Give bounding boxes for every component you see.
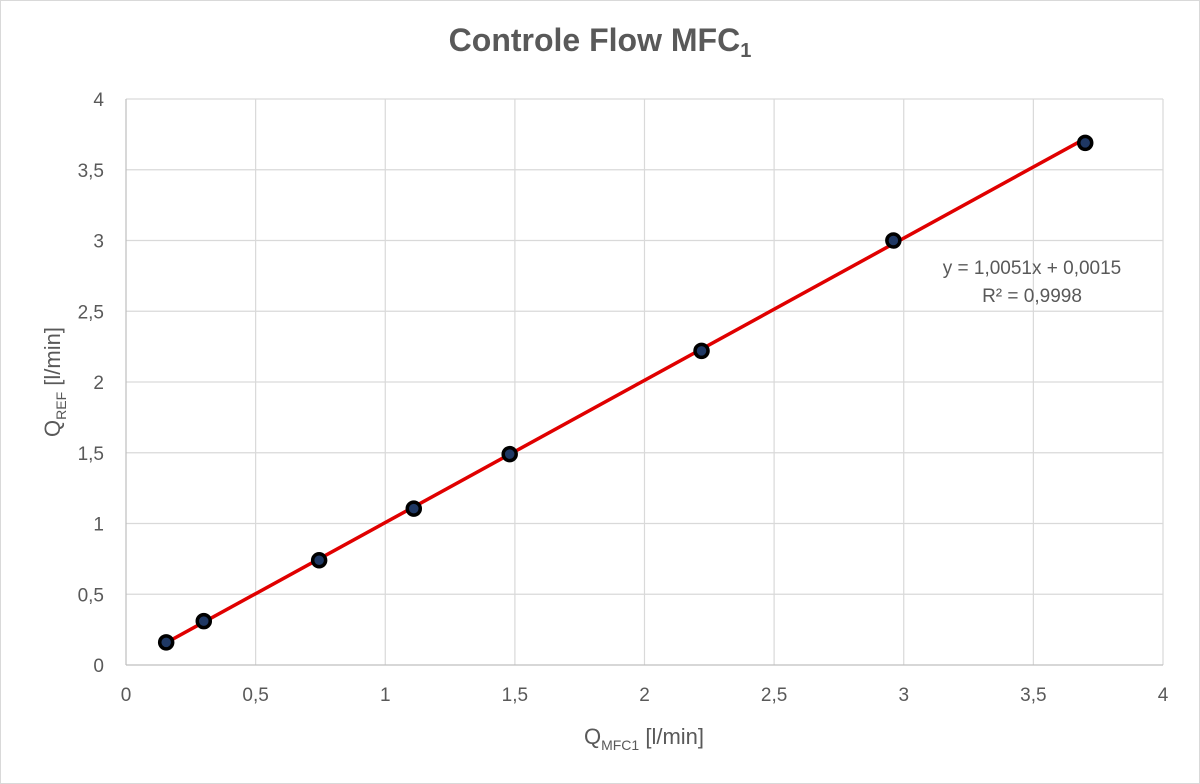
x-tick-label: 1 bbox=[380, 685, 391, 706]
y-tick-label: 1,5 bbox=[78, 444, 104, 465]
y-tick-label: 0 bbox=[93, 656, 104, 677]
x-tick-label: 0,5 bbox=[242, 685, 268, 706]
x-tick-label: 3,5 bbox=[1020, 685, 1046, 706]
x-axis-title: QMFC1 [l/min] bbox=[584, 724, 704, 753]
chart-title-subscript: 1 bbox=[740, 40, 752, 62]
data-points bbox=[157, 134, 1094, 651]
x-tick-labels: 0 0,5 1 1,5 2 2,5 3 3,5 4 bbox=[121, 685, 1169, 706]
x-axis-title-subscript: MFC1 bbox=[601, 737, 639, 753]
y-tick-label: 2 bbox=[93, 373, 104, 394]
y-axis-title-unit: [l/min] bbox=[40, 327, 65, 392]
y-tick-labels: 0 0,5 1 1,5 2 2,5 3 3,5 4 bbox=[78, 90, 105, 677]
chart-title-text: Controle Flow MFC bbox=[448, 22, 741, 58]
y-tick-label: 0,5 bbox=[78, 585, 104, 606]
y-tick-label: 3,5 bbox=[78, 161, 104, 182]
y-tick-label: 4 bbox=[93, 90, 104, 111]
chart-title: Controle Flow MFC1 bbox=[0, 22, 1200, 63]
x-axis-title-unit: [l/min] bbox=[639, 724, 704, 749]
x-tick-label: 1,5 bbox=[502, 685, 528, 706]
data-point bbox=[501, 445, 518, 463]
y-axis-title-subscript: REF bbox=[53, 392, 69, 420]
x-tick-label: 2,5 bbox=[761, 685, 787, 706]
y-axis-title-main: Q bbox=[40, 420, 65, 437]
x-tick-label: 3 bbox=[898, 685, 909, 706]
trendline-group bbox=[165, 137, 1087, 645]
x-tick-label: 4 bbox=[1158, 685, 1169, 706]
data-point bbox=[195, 612, 213, 630]
data-point bbox=[1076, 134, 1094, 152]
y-tick-label: 3 bbox=[93, 232, 104, 253]
x-axis-title-main: Q bbox=[584, 724, 601, 749]
y-tick-label: 1 bbox=[93, 515, 104, 536]
trendline-equation: y = 1,0051x + 0,0015 bbox=[943, 258, 1122, 279]
x-tick-label: 0 bbox=[121, 685, 132, 706]
data-point bbox=[405, 500, 423, 517]
y-tick-label: 2,5 bbox=[78, 302, 104, 323]
axes bbox=[125, 99, 1163, 666]
data-point bbox=[693, 342, 710, 360]
x-tick-label: 2 bbox=[639, 685, 650, 706]
data-point bbox=[885, 232, 902, 249]
y-axis-title: QREF [l/min] bbox=[40, 327, 69, 437]
trendline bbox=[165, 137, 1087, 645]
data-point bbox=[310, 552, 328, 569]
r-squared-label: R² = 0,9998 bbox=[982, 286, 1082, 307]
data-point bbox=[157, 634, 175, 651]
